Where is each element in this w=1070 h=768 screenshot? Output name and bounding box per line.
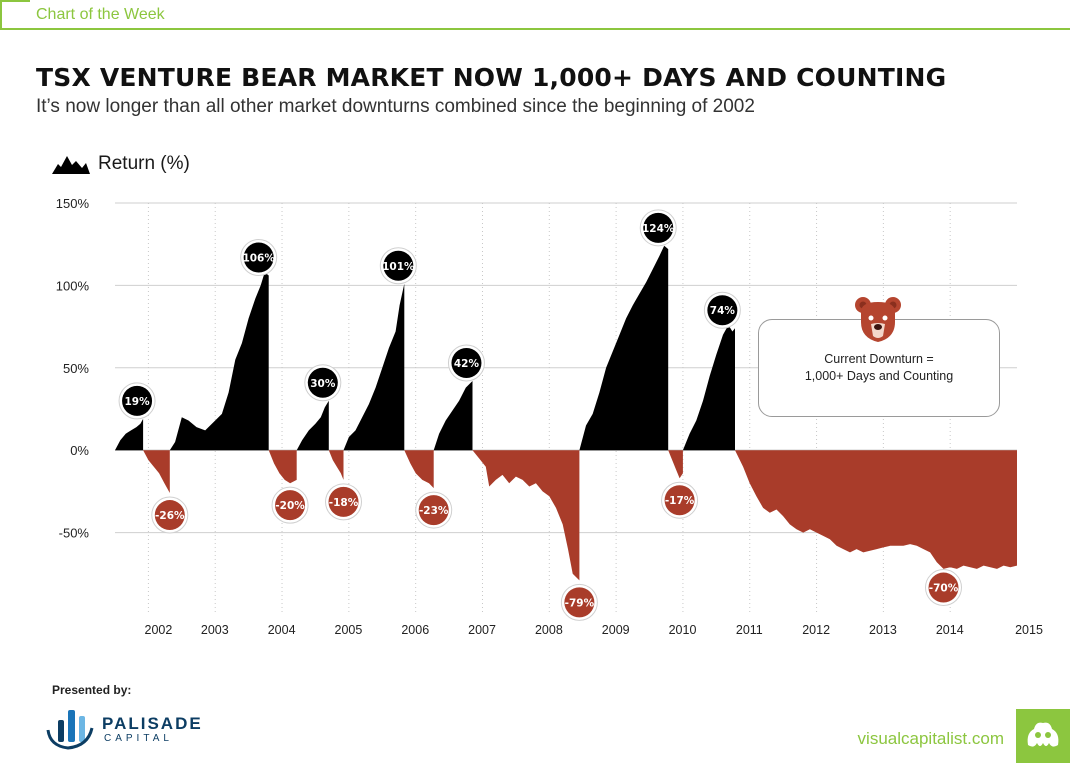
loss-area-5: [328, 450, 344, 480]
loss-area-9: [472, 450, 580, 581]
badge-disc: [243, 242, 274, 273]
badge-disc: [154, 500, 185, 531]
y-axis-title: Return (%): [52, 152, 190, 176]
sponsor-name: PALISADE: [102, 714, 203, 733]
x-tick-label: 2005: [335, 623, 363, 637]
loss-badge: -23%: [415, 491, 453, 529]
loss-badge: -20%: [271, 486, 309, 524]
x-tick-label: 2003: [201, 623, 229, 637]
series-label: Chart of the Week: [36, 6, 165, 23]
badge-disc: [451, 347, 482, 378]
badge-label: 19%: [124, 396, 150, 408]
x-tick-label: 2013: [869, 623, 897, 637]
visualcapitalist-badge-icon: [1016, 709, 1070, 763]
bear-icon: [855, 297, 901, 342]
badge-disc: [383, 250, 414, 281]
x-tick-label: 2007: [468, 623, 496, 637]
badge-label: 42%: [454, 358, 480, 370]
badge-disc: [564, 587, 595, 618]
badge-label: 74%: [710, 305, 736, 317]
loss-area-13: [735, 450, 1017, 569]
badge-disc: [707, 295, 738, 326]
badge-label: -20%: [275, 500, 305, 512]
gain-badge: 42%: [447, 344, 485, 382]
badge-label: 101%: [382, 261, 415, 273]
x-tick-label: 2014: [936, 623, 964, 637]
loss-area-1: [143, 450, 170, 493]
gain-area-6: [343, 283, 405, 451]
loss-area-7: [404, 450, 434, 489]
gain-area-8: [433, 381, 473, 451]
top-rule: [0, 28, 1070, 30]
gain-area-10: [579, 245, 669, 451]
gain-badge: 30%: [304, 364, 342, 402]
x-tick-label: 2010: [669, 623, 697, 637]
badge-disc: [664, 485, 695, 516]
x-tick-label: 2012: [802, 623, 830, 637]
badge-label: -70%: [929, 583, 959, 595]
loss-badge: -70%: [925, 569, 963, 607]
x-tick-label: 2002: [145, 623, 173, 637]
y-tick-label: 50%: [63, 361, 89, 376]
y-tick-label: 0%: [70, 443, 89, 458]
loss-badge: -26%: [151, 496, 189, 534]
badge-label: -23%: [419, 505, 449, 517]
x-tick-label: 2004: [268, 623, 296, 637]
loss-badge: -17%: [661, 481, 699, 519]
badge-disc: [643, 212, 674, 243]
loss-badge: -18%: [325, 483, 363, 521]
top-bar: Chart of the Week: [0, 0, 1070, 30]
gain-badge: 74%: [703, 291, 741, 329]
site-link[interactable]: visualcapitalist.com: [857, 729, 1004, 748]
badge-label: 124%: [642, 223, 675, 235]
presented-by-label: Presented by:: [52, 683, 132, 697]
sponsor-subname: CAPITAL: [104, 733, 173, 744]
badge-label: 106%: [242, 253, 275, 265]
badge-label: -26%: [155, 510, 185, 522]
gain-badge: 19%: [118, 382, 156, 420]
badge-label: -17%: [665, 495, 695, 507]
badge-disc: [275, 490, 306, 521]
badge-label: 30%: [310, 378, 336, 390]
mountain-icon: [52, 156, 90, 174]
y-axis-label: Return (%): [98, 153, 190, 174]
callout-line-2: 1,000+ Days and Counting: [804, 369, 954, 383]
gain-area-12: [682, 325, 735, 451]
x-tick-label: 2008: [535, 623, 563, 637]
x-tick-label: 2006: [401, 623, 429, 637]
badge-disc: [928, 572, 959, 603]
gain-area-4: [296, 400, 329, 451]
badge-label: -79%: [565, 597, 595, 609]
gain-area-0: [115, 418, 144, 451]
page-subtitle: It’s now longer than all other market do…: [36, 96, 755, 117]
badge-disc: [418, 495, 449, 526]
y-tick-label: 150%: [56, 196, 90, 211]
gain-area-2: [169, 272, 269, 451]
corner-accent: [0, 0, 30, 30]
x-tick-label: 2015: [1015, 623, 1043, 637]
y-tick-label: 100%: [56, 278, 90, 293]
palisade-logo-icon: [46, 710, 94, 750]
gain-badge: 101%: [379, 247, 417, 285]
loss-area-11: [668, 450, 683, 479]
loss-area-3: [268, 450, 297, 484]
page-title: TSX VENTURE BEAR MARKET NOW 1,000+ DAYS …: [36, 63, 947, 92]
badge-disc: [328, 486, 359, 517]
badge-disc: [307, 367, 338, 398]
loss-badge: -79%: [560, 583, 598, 621]
y-tick-label: -50%: [59, 526, 90, 541]
gain-badge: 124%: [639, 209, 677, 247]
gain-badge: 106%: [240, 239, 278, 277]
x-tick-label: 2009: [602, 623, 630, 637]
badge-disc: [122, 385, 153, 416]
x-tick-label: 2011: [736, 623, 763, 637]
badge-label: -18%: [329, 497, 359, 509]
callout-line-1: Current Downturn =: [824, 352, 934, 366]
